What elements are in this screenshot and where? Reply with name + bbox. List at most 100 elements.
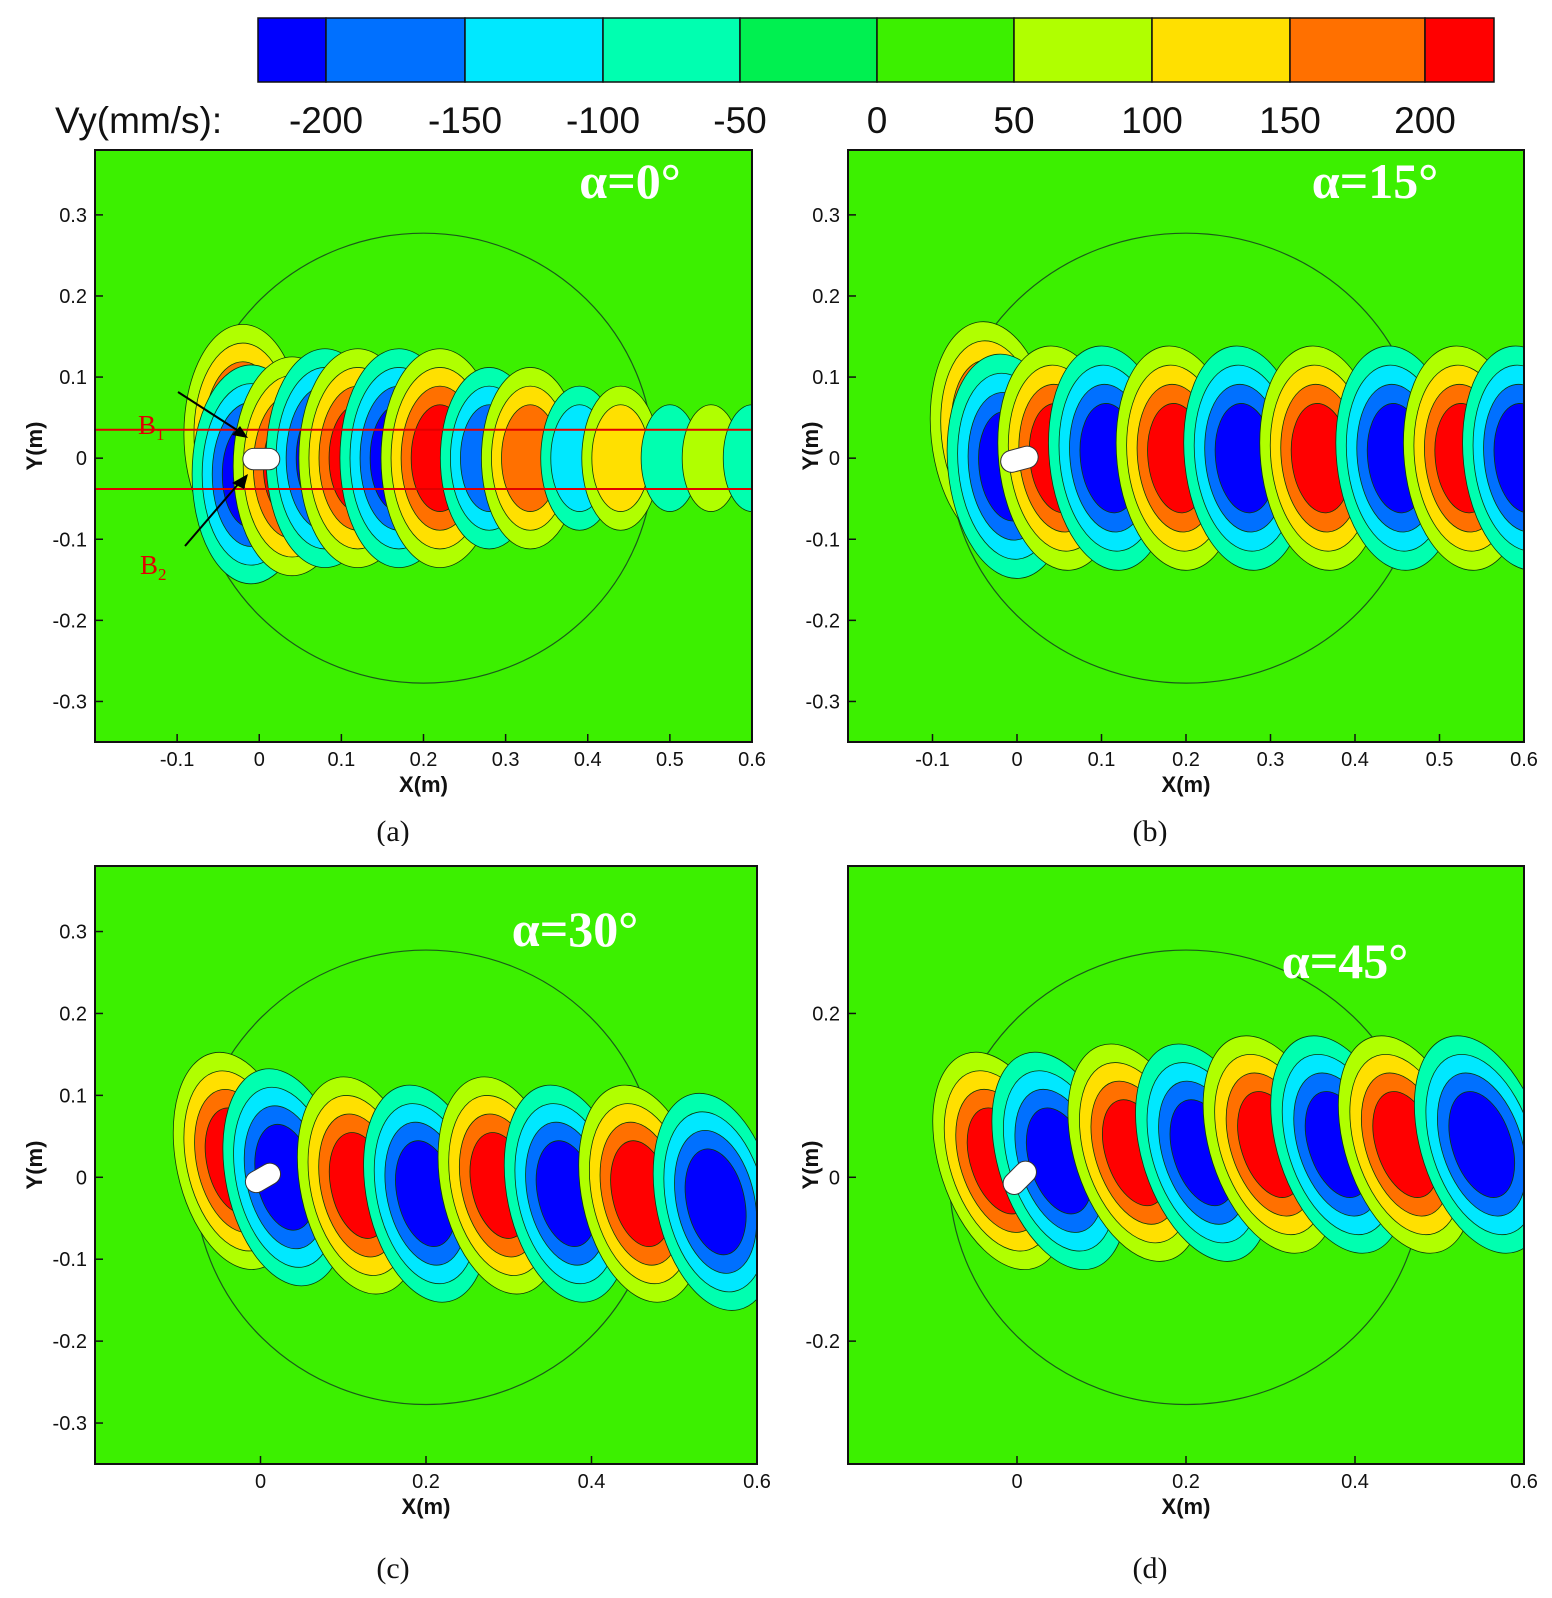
panel-a-label: (a)	[376, 815, 409, 846]
x-tick-label: -0.1	[915, 749, 949, 771]
y-tick-label: -0.2	[806, 610, 840, 632]
x-tick-label: 0.5	[656, 749, 684, 771]
panel-d-chart: (d) 0 0.2 0.4 0.6 0.2 0 -0.2 X(m) Y(m) α=45°	[798, 865, 1538, 1585]
y-tick-label: 0.1	[812, 367, 840, 389]
y-tick-label: 0.1	[59, 1085, 87, 1107]
body-shape	[1000, 445, 1039, 473]
x-tick-label: 0.4	[578, 1471, 606, 1493]
panel-title: α=30°	[512, 901, 638, 957]
y-tick-label: 0.2	[812, 286, 840, 308]
annotation-b1-sub: 1	[156, 425, 165, 444]
contour-band	[722, 404, 752, 512]
y-tick-label: 0.3	[812, 205, 840, 227]
panel-b-label: (b)	[1133, 815, 1168, 846]
panel-title: α=15°	[1312, 153, 1438, 209]
y-tick-label: 0	[829, 448, 840, 470]
annotation-b2-arrowhead	[232, 474, 248, 489]
panel-title: α=0°	[579, 153, 680, 209]
colorbar-level-label: -150	[428, 100, 502, 141]
colorbar-swatch-3	[602, 17, 741, 83]
x-tick-label: 0.4	[574, 749, 602, 771]
panel-d-label: (d)	[1133, 1552, 1168, 1585]
annotation-b1-arrowhead	[232, 426, 248, 438]
colorbar-swatch-6	[1013, 17, 1153, 83]
colorbar-swatch-5	[876, 17, 1015, 83]
annotation-b2-arrow	[184, 481, 241, 547]
body-shape	[244, 1162, 282, 1194]
colorbar-swatch-9	[1424, 17, 1495, 83]
y-tick-label: 0.3	[59, 205, 87, 227]
y-tick-label: -0.3	[53, 691, 87, 713]
x-tick-label: 0.1	[327, 749, 355, 771]
panel-title: α=45°	[1282, 933, 1408, 989]
x-axis-label: X(m)	[1162, 1494, 1211, 1519]
y-tick-label: -0.1	[806, 529, 840, 551]
y-axis-label: Y(m)	[22, 1141, 47, 1190]
y-tick-label: -0.2	[53, 610, 87, 632]
colorbar-swatch-7	[1151, 17, 1291, 83]
y-tick-label: 0.2	[59, 1003, 87, 1025]
y-axis-label: Y(m)	[22, 422, 47, 471]
x-tick-label: 0.3	[1257, 749, 1285, 771]
y-tick-label: 0	[76, 1167, 87, 1189]
y-tick-label: -0.3	[806, 691, 840, 713]
x-tick-label: 0.3	[492, 749, 520, 771]
annotation-b2-sub: 2	[158, 565, 167, 584]
x-tick-label: 0	[255, 1471, 266, 1493]
y-tick-label: -0.1	[53, 529, 87, 551]
x-tick-label: 0.6	[738, 749, 766, 771]
vortex-lobe	[652, 1092, 757, 1311]
colorbar-swatch-8	[1289, 17, 1426, 83]
contour-field	[95, 150, 752, 742]
colorbar-labels: -200 -150 -100 -50 0 50 100 150 200	[289, 100, 1456, 141]
colorbar-level-label: 100	[1121, 100, 1183, 141]
colorbar-swatch-4	[739, 17, 878, 83]
body-shape	[1002, 1160, 1037, 1195]
y-axis-label: Y(m)	[798, 422, 823, 471]
x-axis-label: X(m)	[399, 772, 448, 797]
x-tick-label: 0.2	[1172, 749, 1200, 771]
y-tick-label: 0	[76, 448, 87, 470]
y-tick-label: 0.1	[59, 367, 87, 389]
y-tick-label: -0.3	[53, 1413, 87, 1435]
x-axis-label: X(m)	[1162, 772, 1211, 797]
colorbar: Vy(mm/s): -200 -150 -100 -50 0 50 100 150 200	[55, 17, 1495, 141]
x-tick-label: 0.4	[1341, 749, 1369, 771]
colorbar-level-label: -100	[566, 100, 640, 141]
y-tick-label: 0.3	[59, 922, 87, 944]
contour-field	[95, 866, 757, 1464]
x-tick-label: 0.6	[743, 1471, 771, 1493]
contour-band	[1448, 1091, 1516, 1198]
x-tick-label: 0.1	[1088, 749, 1116, 771]
colorbar-level-label: 0	[867, 100, 888, 141]
contour-band	[591, 404, 650, 512]
colorbar-level-label: 50	[993, 100, 1034, 141]
x-tick-label: 0.6	[1510, 1471, 1538, 1493]
x-tick-label: 0.2	[1172, 1471, 1200, 1493]
colorbar-level-label: -50	[713, 100, 766, 141]
colorbar-title: Vy(mm/s):	[55, 100, 222, 141]
contour-band	[684, 1148, 747, 1256]
panel-c-chart: (c) 0 0.2 0.4 0.6 0.3 0.2 0.1 0 -0.1 -0.2 -0.3 X(m)…	[22, 865, 771, 1585]
annotation-b1-arrow	[177, 391, 241, 433]
y-tick-label: 0.2	[812, 1003, 840, 1025]
colorbar-level-label: 150	[1259, 100, 1321, 141]
y-tick-label: 0.2	[59, 286, 87, 308]
x-tick-label: 0.5	[1426, 749, 1454, 771]
contour-field	[848, 150, 1524, 742]
x-tick-label: 0.6	[1510, 749, 1538, 771]
y-tick-label: -0.2	[806, 1331, 840, 1353]
vortex-lobe	[581, 385, 660, 531]
x-tick-label: 0	[1011, 749, 1022, 771]
y-tick-label: 0	[829, 1167, 840, 1189]
x-tick-label: 0.4	[1341, 1471, 1369, 1493]
colorbar-swatch-1	[325, 17, 466, 83]
x-tick-label: -0.1	[160, 749, 194, 771]
x-tick-label: 0.2	[412, 1471, 440, 1493]
colorbar-swatch-0	[257, 17, 327, 83]
panel-c-label: (c)	[376, 1552, 409, 1585]
x-tick-label: 0	[254, 749, 265, 771]
contour-field	[848, 866, 1524, 1464]
colorbar-level-label: 200	[1394, 100, 1456, 141]
